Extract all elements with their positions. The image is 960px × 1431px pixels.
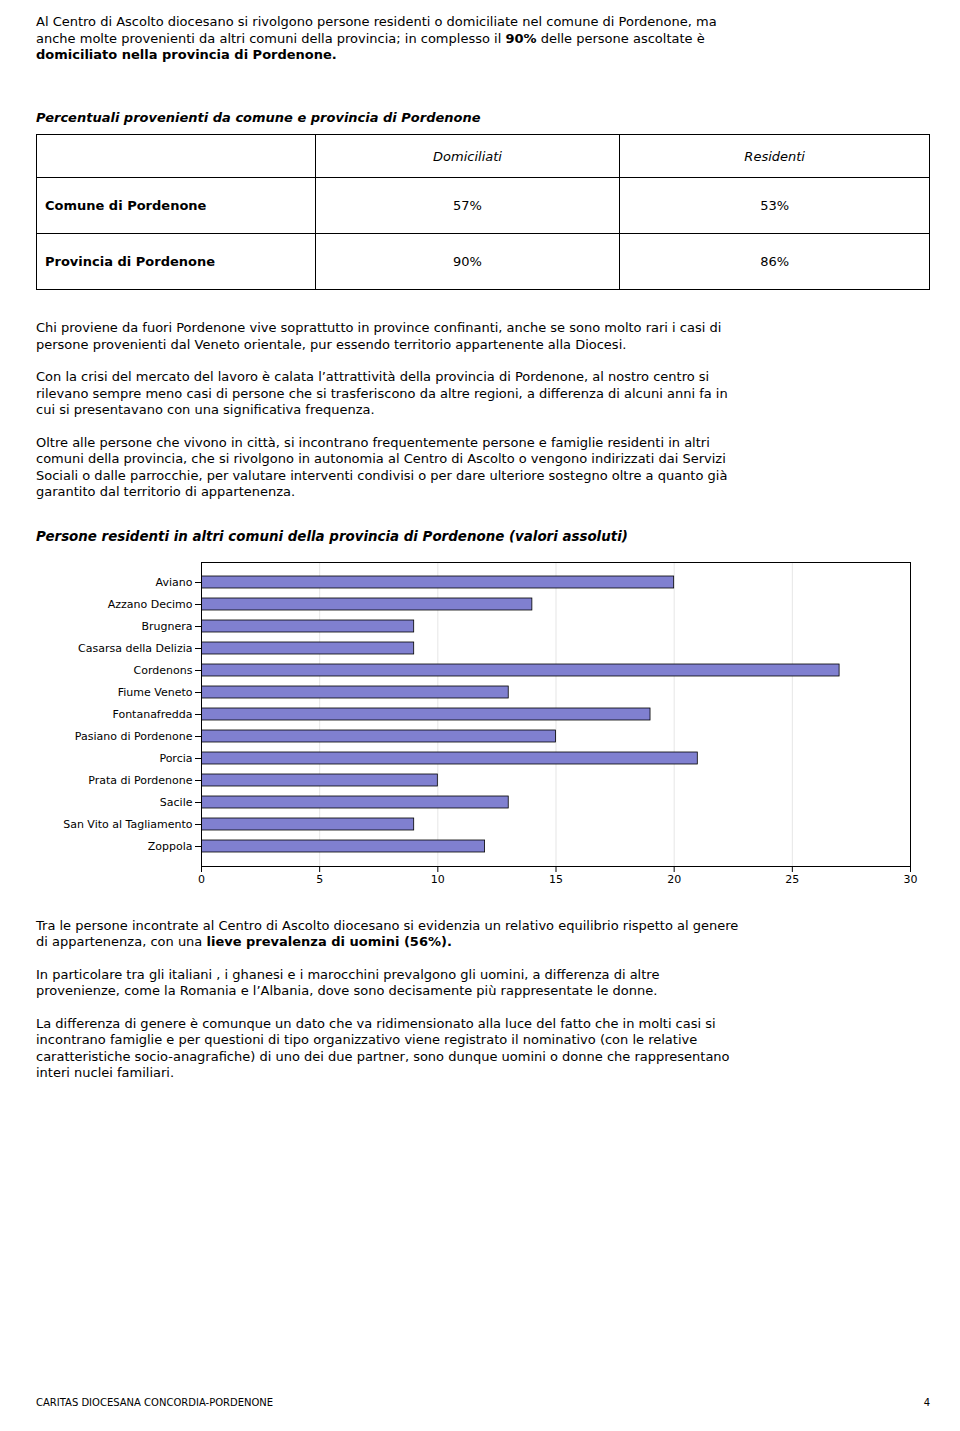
svg-text:10: 10 (431, 873, 445, 886)
html-text:Domiciliati: Domiciliati (433, 148, 502, 164)
svg-text:Prata di Pordenone: Prata di Pordenone (88, 774, 193, 787)
html-text:persone provenienti dal Veneto: persone provenienti dal Veneto orientale… (36, 336, 627, 352)
html-text:Provincia di Pordenone: Provincia di Pordenone (45, 254, 216, 269)
svg-text:20: 20 (667, 873, 681, 886)
html-text:4: 4 (923, 1397, 930, 1408)
svg-text:Fiume Veneto: Fiume Veneto (118, 686, 193, 699)
svg-text:15: 15 (549, 873, 563, 886)
html-text:Oltre alle persone che vivono: Oltre alle persone che vivono in città, … (36, 434, 710, 450)
html-text:53%: 53% (760, 198, 790, 213)
html-text:comuni della provincia, che si: comuni della provincia, che si rivolgono… (36, 451, 726, 466)
html-text:CARITAS DIOCESANA CONCORDIA-PO: CARITAS DIOCESANA CONCORDIA-PORDENONE (36, 1397, 274, 1408)
html-text:rilevano sempre meno casi di p: rilevano sempre meno casi di persone che… (36, 385, 728, 401)
svg-text:Cordenons: Cordenons (134, 664, 193, 677)
html-text:domiciliato nella provincia di: domiciliato nella provincia di Pordenone… (36, 47, 337, 62)
svg-text:Azzano Decimo: Azzano Decimo (108, 598, 193, 611)
html-text:Con la crisi del mercato del l: Con la crisi del mercato del lavoro è ca… (36, 369, 710, 384)
svg-text:Sacile: Sacile (160, 796, 193, 809)
html-text:Residenti: Residenti (744, 148, 805, 164)
html-text:di appartenenza, con una lieve: di appartenenza, con una lieve prevalenz… (36, 934, 452, 949)
html-text:Tra le persone incontrate al C: Tra le persone incontrate al Centro di A… (36, 917, 739, 933)
svg-text:30: 30 (904, 873, 918, 886)
html-text:In particolare tra gli italian: In particolare tra gli italiani , i ghan… (36, 966, 660, 982)
svg-text:Pasiano di Pordenone: Pasiano di Pordenone (75, 730, 193, 743)
html-text:Percentuali provenienti da com: Percentuali provenienti da comune e prov… (36, 109, 481, 125)
html-text:Sociali o dalle parrocchie, pe: Sociali o dalle parrocchie, per valutare… (36, 467, 728, 483)
svg-text:Fontanafredda: Fontanafredda (112, 708, 192, 721)
html-text:La differenza di genere è comu: La differenza di genere è comunque un da… (36, 1015, 716, 1031)
html-text:86%: 86% (760, 254, 790, 269)
svg-text:0: 0 (198, 873, 205, 886)
svg-text:Porcia: Porcia (159, 752, 192, 765)
html-text:caratteristiche socio-anagrafi: caratteristiche socio-anagrafiche) di un… (36, 1048, 730, 1064)
svg-text:Aviano: Aviano (156, 576, 193, 589)
svg-text:25: 25 (785, 873, 799, 886)
html-text:anche molte provenienti da alt: anche molte provenienti da altri comuni … (36, 30, 705, 46)
html-text:cui si presentavano con una si: cui si presentavano con una significativ… (36, 402, 375, 417)
html-text:90%: 90% (453, 254, 482, 269)
html-text:Comune di Pordenone: Comune di Pordenone (45, 198, 207, 213)
html-text:Al Centro di Ascolto diocesano: Al Centro di Ascolto diocesano si rivolg… (36, 14, 717, 29)
html-text:provenienze, come la Romania e: provenienze, come la Romania e l’Albania… (36, 983, 658, 998)
html-text:incontrano famiglie e per ques: incontrano famiglie e per questioni di t… (36, 1032, 698, 1047)
svg-text:Zoppola: Zoppola (148, 840, 193, 853)
html-text:garantito dal territorio di ap: garantito dal territorio di appartenenza… (36, 484, 296, 499)
svg-text:5: 5 (316, 873, 323, 886)
svg-text:Brugnera: Brugnera (141, 620, 192, 633)
svg-text:San Vito al Tagliamento: San Vito al Tagliamento (63, 818, 193, 831)
html-text:Chi proviene da fuori Pordenon: Chi proviene da fuori Pordenone vive sop… (36, 320, 722, 335)
svg-text:Casarsa della Delizia: Casarsa della Delizia (78, 642, 192, 655)
html-text:57%: 57% (453, 198, 482, 213)
html-text:Persone residenti in altri com: Persone residenti in altri comuni della … (36, 528, 628, 544)
html-text:interi nuclei familiari.: interi nuclei familiari. (36, 1065, 175, 1080)
